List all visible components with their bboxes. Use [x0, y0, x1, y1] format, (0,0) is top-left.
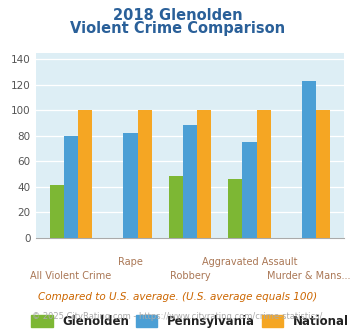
Text: Robbery: Robbery — [170, 271, 210, 281]
Bar — [78, 110, 92, 238]
Text: Violent Crime Comparison: Violent Crime Comparison — [70, 21, 285, 36]
Bar — [64, 136, 78, 238]
Bar — [138, 110, 152, 238]
Bar — [228, 179, 242, 238]
Text: Aggravated Assault: Aggravated Assault — [202, 257, 297, 267]
Text: Rape: Rape — [118, 257, 143, 267]
Bar — [123, 133, 138, 238]
Bar — [197, 110, 211, 238]
Bar — [169, 177, 183, 238]
Bar — [242, 142, 257, 238]
Bar — [50, 185, 64, 238]
Bar — [183, 125, 197, 238]
Text: 2018 Glenolden: 2018 Glenolden — [113, 8, 242, 23]
Legend: Glenolden, Pennsylvania, National: Glenolden, Pennsylvania, National — [28, 312, 352, 330]
Text: Compared to U.S. average. (U.S. average equals 100): Compared to U.S. average. (U.S. average … — [38, 292, 317, 302]
Text: All Violent Crime: All Violent Crime — [30, 271, 111, 281]
Text: © 2025 CityRating.com - https://www.cityrating.com/crime-statistics/: © 2025 CityRating.com - https://www.city… — [32, 312, 323, 321]
Bar — [302, 81, 316, 238]
Text: Murder & Mans...: Murder & Mans... — [267, 271, 351, 281]
Bar — [316, 110, 330, 238]
Bar — [257, 110, 271, 238]
